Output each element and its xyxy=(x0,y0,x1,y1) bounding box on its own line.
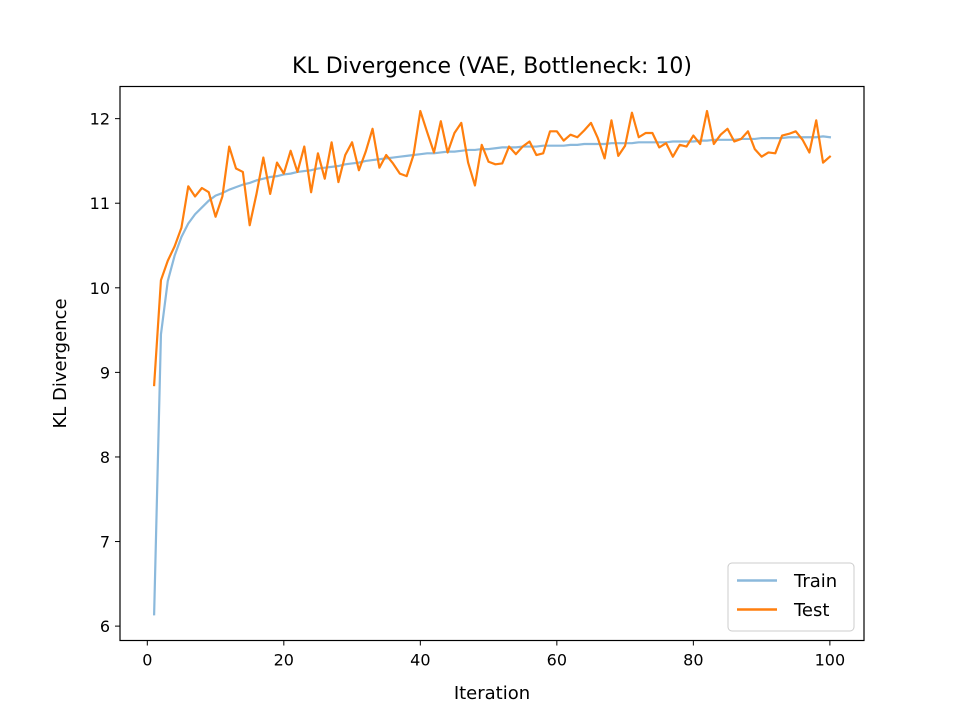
series-layer xyxy=(152,109,832,616)
chart-title: KL Divergence (VAE, Bottleneck: 10) xyxy=(292,54,692,79)
y-tick-label: 6 xyxy=(100,617,110,636)
plot-area-background xyxy=(120,86,864,641)
x-tick-label: 40 xyxy=(410,651,430,670)
plot-area xyxy=(120,86,864,641)
y-axis: 6 7 8 9 10 11 12 xyxy=(90,110,120,636)
x-tick-label: 60 xyxy=(547,651,567,670)
y-tick-label: 10 xyxy=(90,279,110,298)
legend: Train Test xyxy=(727,562,855,632)
x-tick-label: 20 xyxy=(274,651,294,670)
plot-frame xyxy=(119,85,865,642)
x-axis: 0 20 40 60 80 100 xyxy=(142,640,846,670)
x-tick-label: 100 xyxy=(815,651,846,670)
y-axis-label: KL Divergence xyxy=(50,298,71,428)
series-line-test xyxy=(152,109,832,387)
y-tick-label: 7 xyxy=(100,533,110,552)
legend-label-train: Train xyxy=(793,571,837,592)
y-tick-label: 11 xyxy=(90,194,110,213)
x-tick-label: 0 xyxy=(142,651,152,670)
x-tick-label: 80 xyxy=(683,651,703,670)
y-tick-label: 8 xyxy=(100,448,110,467)
x-axis-label: Iteration xyxy=(454,683,530,704)
y-tick-label: 12 xyxy=(90,110,110,129)
legend-label-test: Test xyxy=(793,600,829,621)
y-tick-label: 9 xyxy=(100,363,110,382)
